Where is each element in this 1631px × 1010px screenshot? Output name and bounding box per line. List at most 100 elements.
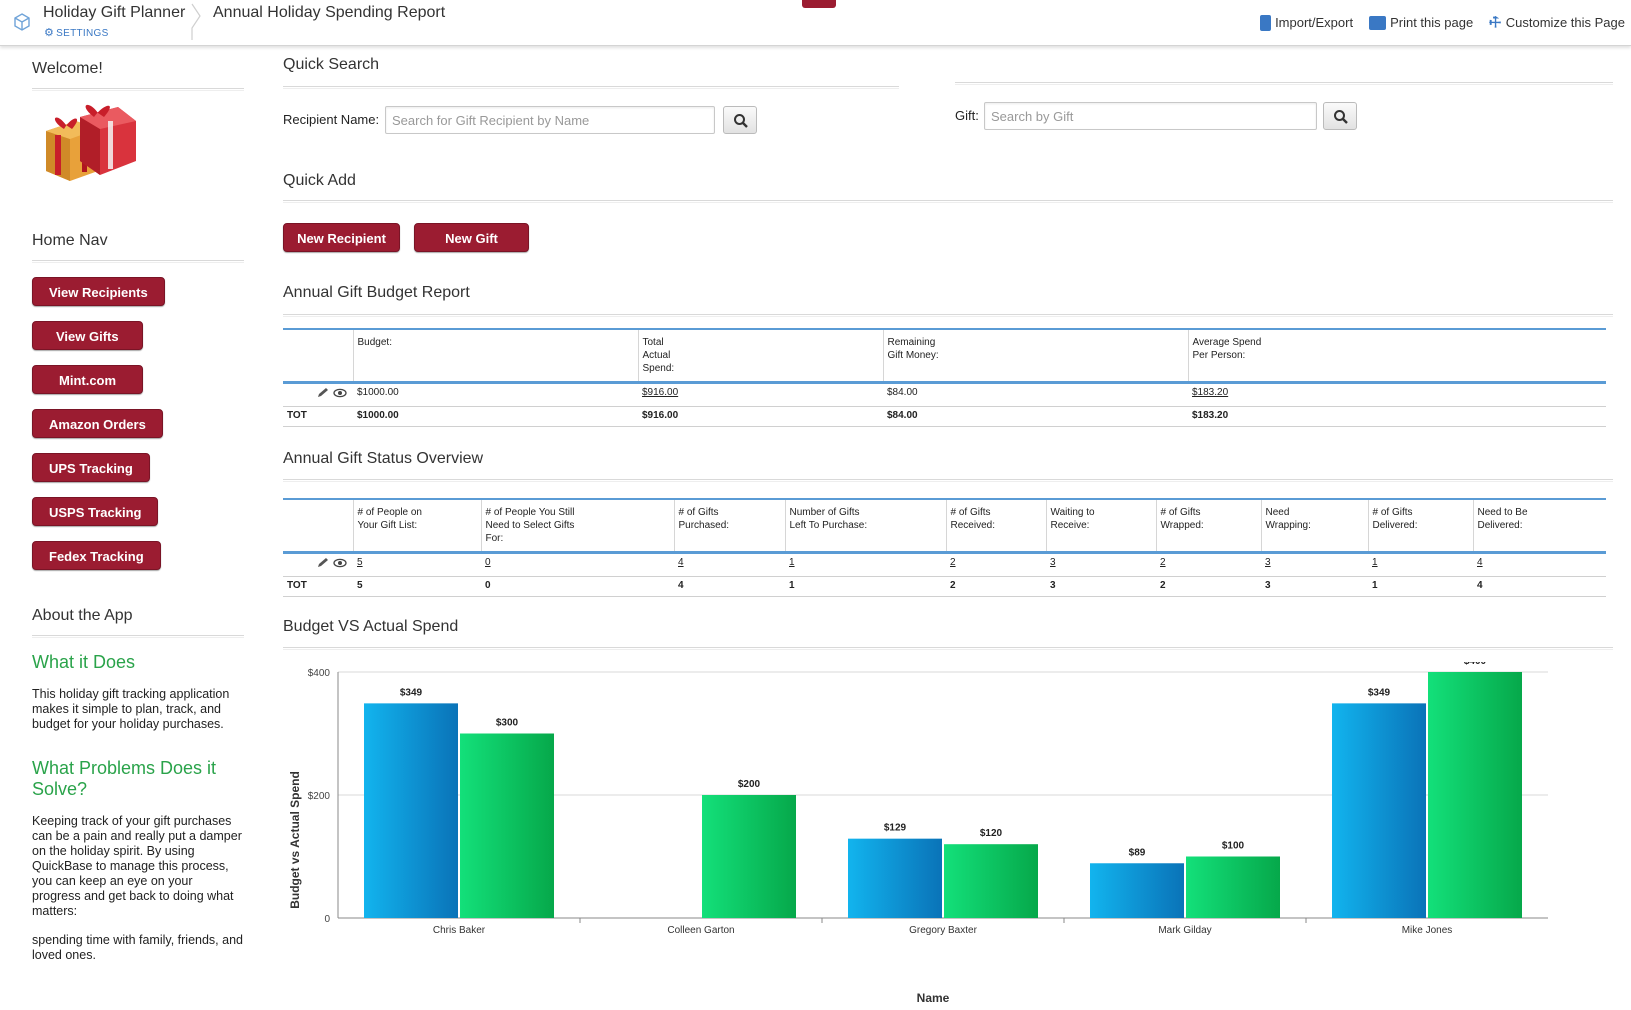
recipient-search-input[interactable]: Search for Gift Recipient by Name: [385, 106, 715, 134]
recipient-name-label: Recipient Name:: [283, 112, 380, 127]
column-header[interactable]: Budget:: [352, 329, 638, 383]
gift-search-input[interactable]: Search by Gift: [984, 102, 1317, 130]
app-title[interactable]: Holiday Gift Planner: [43, 4, 186, 21]
column-header[interactable]: Waiting to Receive:: [1045, 499, 1156, 553]
pencil-icon[interactable]: [317, 387, 330, 398]
search-icon: [734, 114, 748, 128]
new-recipient-button[interactable]: New Recipient: [283, 223, 400, 252]
column-header-label: Need to Be Delivered:: [1477, 507, 1528, 531]
chart-bar[interactable]: [460, 733, 554, 919]
column-header[interactable]: Remaining Gift Money:: [882, 329, 1188, 383]
print-page-label: Print this page: [1390, 15, 1474, 30]
column-header-label: Remaining Gift Money:: [887, 337, 939, 361]
column-header[interactable]: Average Spend Per Person:: [1187, 329, 1606, 383]
table-cell-link[interactable]: 1: [1372, 557, 1378, 568]
data-label: $100: [1222, 841, 1245, 852]
problems-text: Keeping track of your gift purchases can…: [32, 814, 242, 918]
page-title: Annual Holiday Spending Report: [213, 4, 446, 21]
column-header-label: Need Wrapping:: [1265, 507, 1311, 531]
chart-bar[interactable]: [944, 844, 1038, 918]
quick-add-heading: Quick Add: [283, 172, 356, 189]
x-tick-label: Mike Jones: [1402, 925, 1453, 936]
divider: [32, 260, 244, 263]
table-cell-link[interactable]: 1: [789, 557, 795, 568]
divider: [32, 635, 244, 638]
table-cell-link[interactable]: $183.20: [1192, 387, 1229, 398]
x-tick-label: Chris Baker: [433, 925, 486, 936]
table-row: $1000.00 $916.00 $84.00 $183.20: [283, 382, 1606, 407]
column-header-label: # of Gifts Delivered:: [1372, 507, 1418, 531]
import-export-link[interactable]: Import/Export: [1260, 14, 1353, 31]
table-cell-link[interactable]: 4: [678, 557, 684, 568]
totals-row: TOT $1000.00 $916.00 $84.00 $183.20: [283, 406, 1606, 427]
chart-bar[interactable]: [848, 838, 942, 918]
welcome-heading: Welcome!: [32, 60, 103, 77]
totals-cell: 5: [353, 576, 481, 597]
gift-search-button[interactable]: [1323, 102, 1357, 130]
column-header[interactable]: Need Wrapping:: [1260, 499, 1368, 553]
column-header[interactable]: # of Gifts Wrapped:: [1155, 499, 1261, 553]
chart-bar[interactable]: [1186, 856, 1280, 919]
totals-cell: 3: [1046, 576, 1156, 597]
gift-label: Gift:: [955, 108, 979, 123]
table-cell-link[interactable]: 3: [1265, 557, 1271, 568]
column-header[interactable]: Number of Gifts Left To Purchase:: [784, 499, 946, 553]
new-gift-button[interactable]: New Gift: [414, 223, 529, 252]
chart-bar[interactable]: [364, 703, 458, 918]
totals-label: TOT: [283, 576, 353, 597]
nav-mint-button[interactable]: Mint.com: [32, 365, 144, 394]
divider: [283, 200, 1613, 203]
chart-bar[interactable]: [1428, 672, 1522, 918]
customize-page-link[interactable]: ⚒ Customize this Page: [1485, 12, 1625, 32]
table-cell-link[interactable]: $916.00: [642, 387, 679, 398]
print-page-link[interactable]: Print this page: [1369, 14, 1473, 31]
eye-icon[interactable]: [333, 388, 347, 398]
table-cell-link[interactable]: 3: [1050, 557, 1056, 568]
chart-bar[interactable]: [1332, 703, 1426, 918]
column-header[interactable]: Total Actual Spend:: [637, 329, 883, 383]
chart-bar[interactable]: [702, 795, 796, 918]
totals-cell: $916.00: [638, 406, 883, 427]
column-header[interactable]: # of Gifts Delivered:: [1367, 499, 1473, 553]
totals-row: TOT 5 0 4 1 2 3 2 3 1 4: [283, 576, 1606, 597]
nav-ups-tracking-button[interactable]: UPS Tracking: [32, 453, 150, 482]
table-cell-link[interactable]: 0: [485, 557, 491, 568]
app-cube-icon[interactable]: [12, 12, 32, 32]
nav-usps-tracking-button[interactable]: USPS Tracking: [32, 497, 159, 526]
settings-link[interactable]: ⚙ SETTINGS: [44, 26, 109, 39]
table-cell-link[interactable]: 2: [950, 557, 956, 568]
pencil-icon[interactable]: [317, 557, 330, 568]
settings-label: SETTINGS: [56, 28, 109, 39]
nav-view-recipients-button[interactable]: View Recipients: [32, 277, 165, 306]
import-export-icon: [1260, 14, 1272, 31]
nav-view-gifts-button[interactable]: View Gifts: [32, 321, 143, 350]
totals-cell: 1: [785, 576, 946, 597]
recipient-search-button[interactable]: [723, 106, 757, 134]
column-header-label: # of People on Your Gift List:: [357, 507, 423, 531]
column-header-label: Total Actual Spend:: [642, 337, 675, 374]
x-axis-label: Name: [917, 991, 950, 1005]
column-header-label: # of Gifts Wrapped:: [1160, 507, 1204, 531]
top-center-tab[interactable]: [802, 0, 836, 8]
column-header[interactable]: # of People You Still Need to Select Gif…: [480, 499, 674, 553]
data-label: $400: [1464, 662, 1487, 667]
column-header-label: # of People You Still Need to Select Gif…: [485, 507, 575, 544]
table-cell-link[interactable]: 4: [1477, 557, 1483, 568]
chart-bar[interactable]: [1090, 863, 1184, 918]
totals-label: TOT: [283, 406, 353, 427]
column-header[interactable]: # of Gifts Purchased:: [673, 499, 785, 553]
totals-cell: $183.20: [1188, 406, 1606, 427]
y-tick-label: $400: [308, 668, 331, 679]
column-header[interactable]: Need to Be Delivered:: [1472, 499, 1606, 553]
divider: [32, 88, 244, 91]
totals-cell: 1: [1368, 576, 1473, 597]
column-header[interactable]: # of Gifts Received:: [945, 499, 1046, 553]
nav-fedex-tracking-button[interactable]: Fedex Tracking: [32, 541, 161, 570]
nav-amazon-orders-button[interactable]: Amazon Orders: [32, 409, 163, 438]
table-cell-link[interactable]: 5: [357, 557, 363, 568]
chart-labels: 0 $200 $400 Chris Baker $349 $300 Colleen Gart…: [308, 662, 1487, 936]
column-header[interactable]: # of People on Your Gift List:: [352, 499, 481, 553]
data-label: $129: [884, 823, 907, 834]
table-cell-link[interactable]: 2: [1160, 557, 1166, 568]
eye-icon[interactable]: [333, 558, 347, 568]
